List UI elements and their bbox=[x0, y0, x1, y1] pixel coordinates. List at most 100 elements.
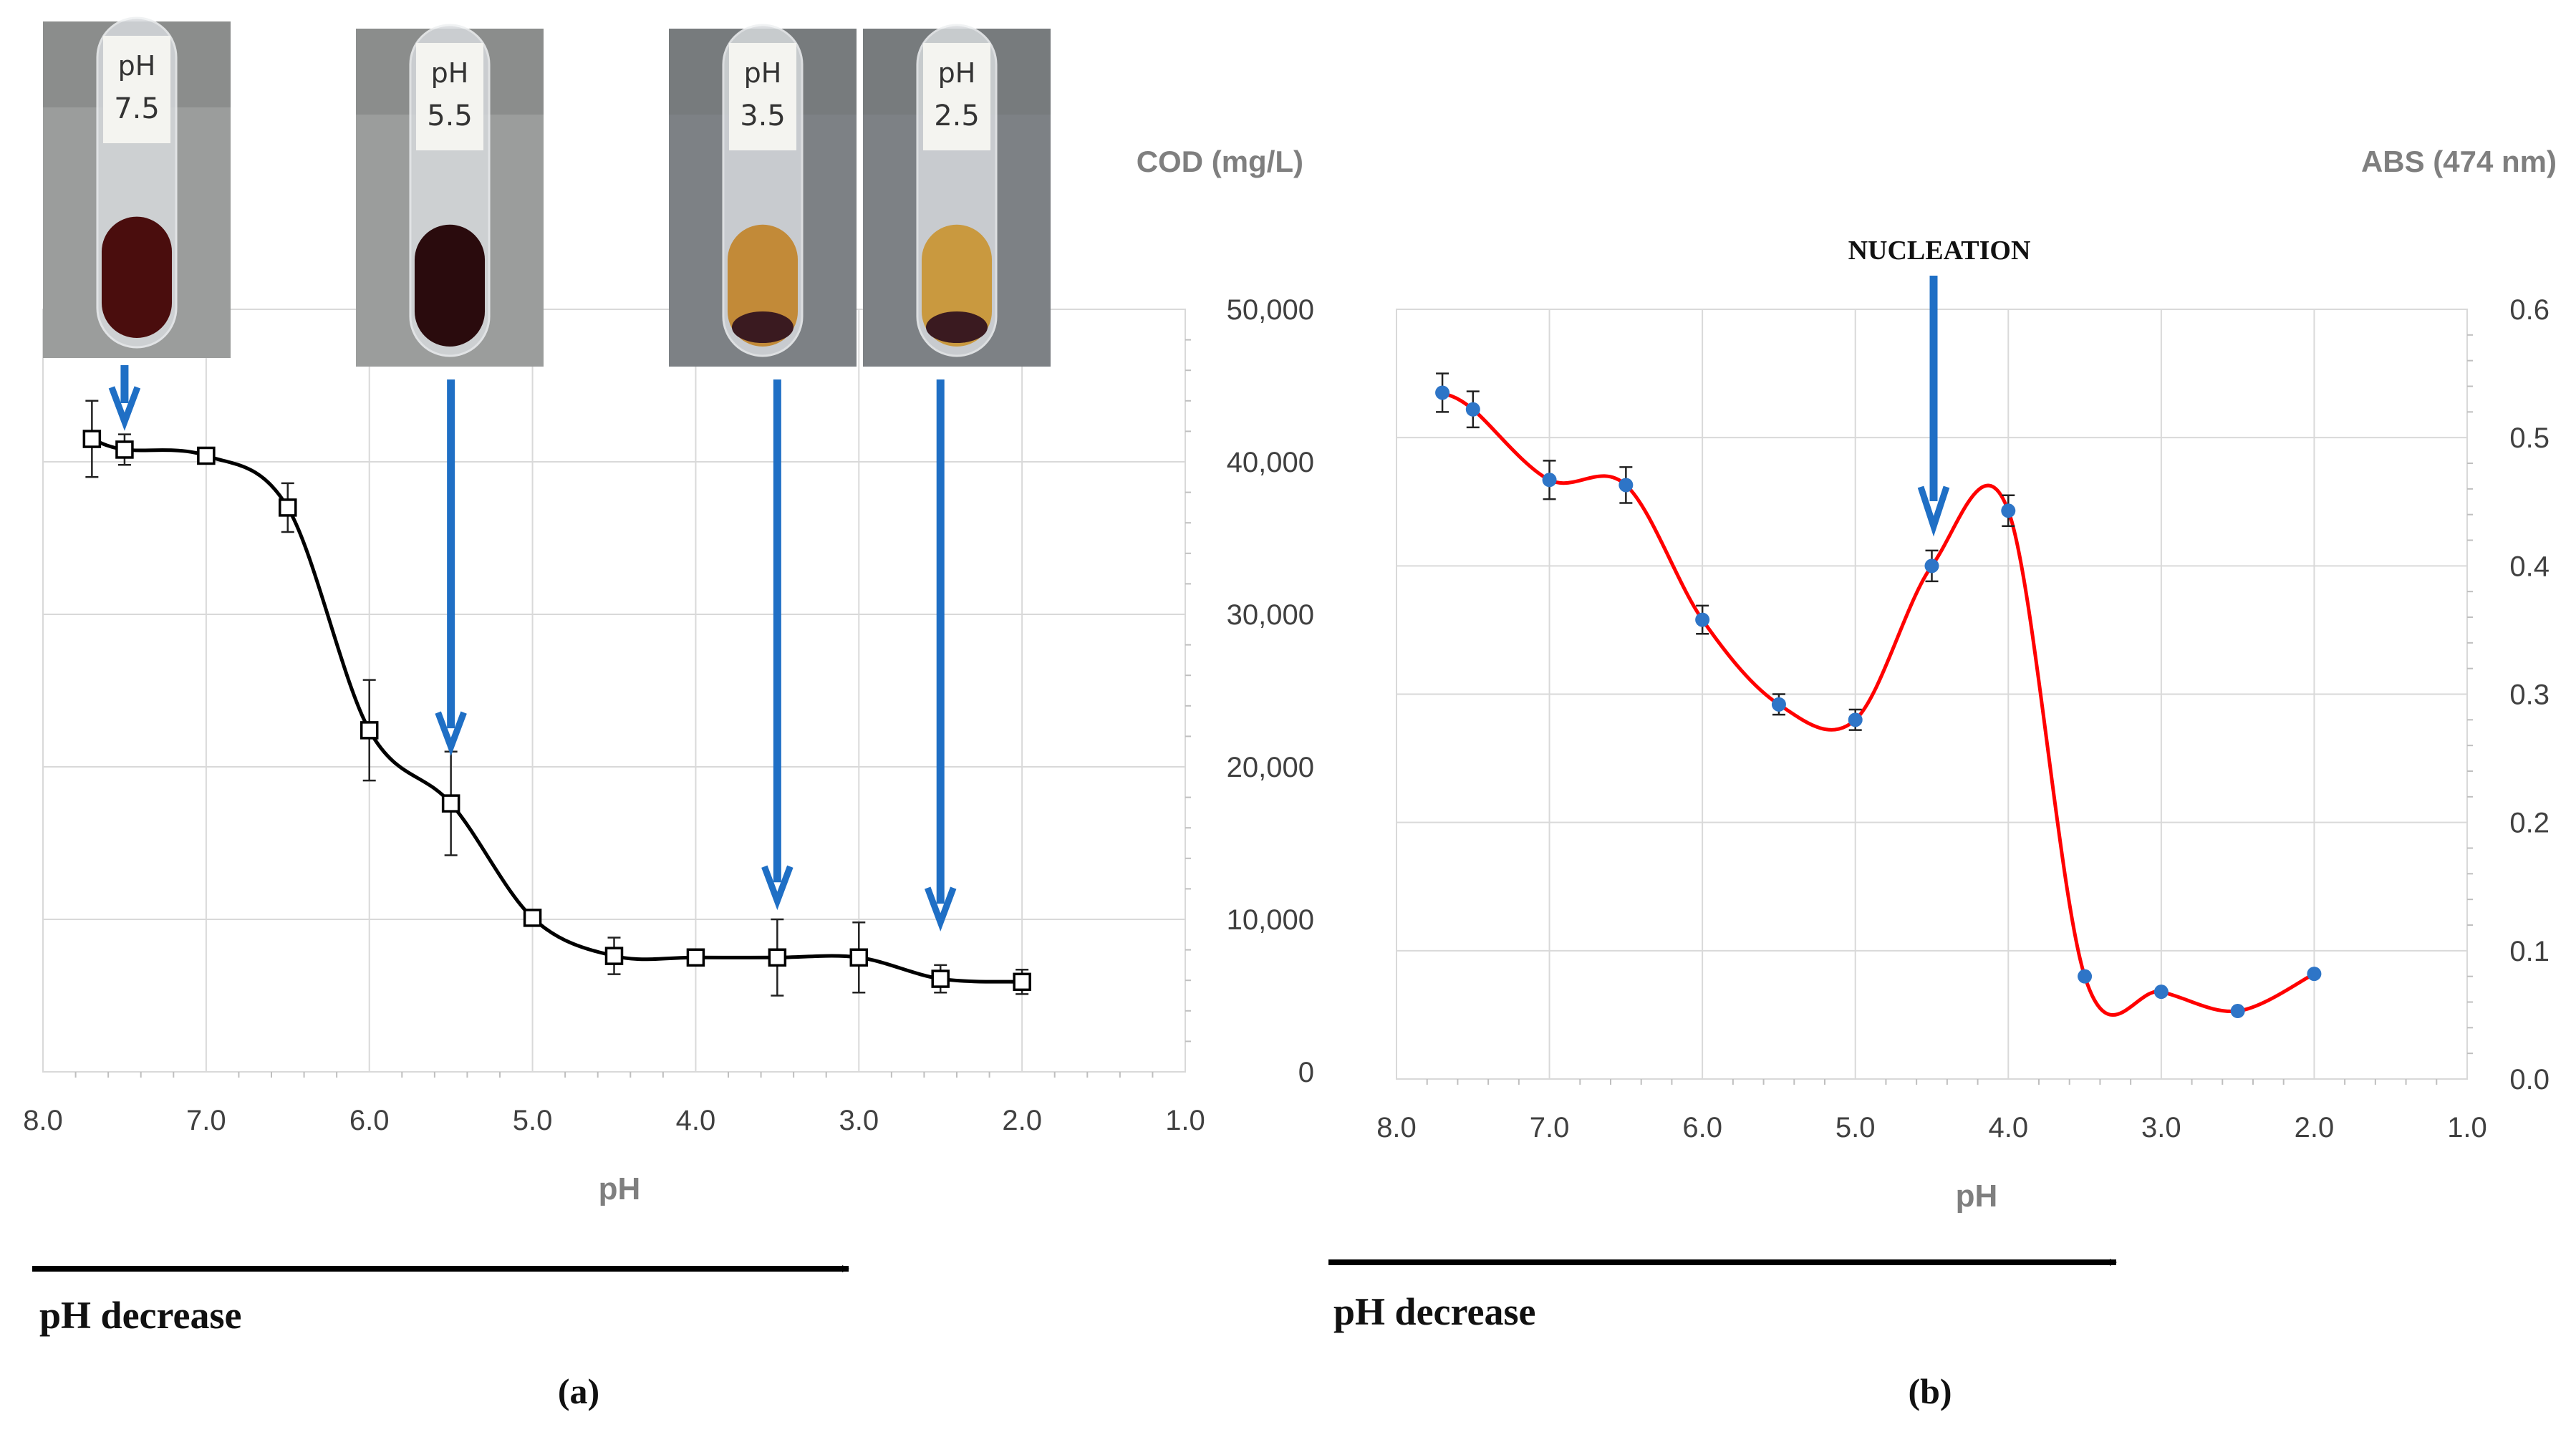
y-tick-label: 10,000 bbox=[1227, 904, 1314, 936]
data-point bbox=[849, 948, 869, 967]
data-point bbox=[686, 948, 705, 967]
ph-decrease-label-a: pH decrease bbox=[39, 1294, 241, 1337]
y-tick-label: 0.4 bbox=[2509, 551, 2550, 582]
x-tick-label: 3.0 bbox=[839, 1105, 879, 1136]
tube-label bbox=[922, 43, 991, 150]
nucleation-label: NUCLEATION bbox=[1848, 236, 2031, 266]
tube-label-text: 7.5 bbox=[114, 92, 160, 125]
data-point bbox=[279, 498, 297, 517]
data-point bbox=[2078, 969, 2093, 984]
y-axis-title-b: ABS (474 nm) bbox=[2361, 145, 2557, 178]
series-line-a bbox=[91, 437, 1023, 984]
x-ticks-b: 8.0 7.0 6.0 5.0 4.0 3.0 2.0 1.0 bbox=[1376, 1112, 2487, 1143]
y-tick-label: 20,000 bbox=[1227, 752, 1314, 783]
ph-decrease-label-b: pH decrease bbox=[1333, 1290, 1535, 1333]
data-point bbox=[604, 947, 624, 965]
panel-label-a: (a) bbox=[558, 1371, 599, 1411]
tube-label bbox=[728, 43, 797, 150]
tube-photo: pH 2.5 bbox=[863, 24, 1051, 367]
tube-label-text: 5.5 bbox=[427, 100, 473, 132]
y-tick-label: 0.1 bbox=[2509, 936, 2550, 967]
x-tick-label: 4.0 bbox=[676, 1105, 716, 1136]
x-ticks-a: 8.0 7.0 6.0 5.0 4.0 3.0 2.0 1.0 bbox=[23, 1105, 1205, 1136]
tube-label-text: pH bbox=[431, 57, 469, 89]
data-point bbox=[82, 430, 102, 448]
x-tick-label: 6.0 bbox=[1682, 1112, 1722, 1143]
photo-arrow bbox=[761, 379, 793, 911]
y-tick-label: 0.6 bbox=[2509, 294, 2550, 326]
tube-label-text: pH bbox=[938, 57, 976, 89]
precipitate bbox=[925, 311, 988, 343]
data-point bbox=[1771, 697, 1786, 712]
data-point bbox=[523, 909, 542, 927]
data-point bbox=[768, 948, 787, 967]
y-ticks-b: 0.0 0.1 0.2 0.3 0.4 0.5 0.6 bbox=[2509, 294, 2550, 1095]
x-tick-label: 2.0 bbox=[1002, 1105, 1042, 1136]
data-point bbox=[1435, 385, 1450, 400]
photo-arrows bbox=[108, 365, 957, 932]
data-points-a bbox=[82, 430, 1031, 992]
data-point bbox=[2001, 503, 2016, 518]
data-point bbox=[2153, 984, 2169, 1000]
tube-label bbox=[415, 43, 484, 150]
x-tick-label: 4.0 bbox=[1988, 1112, 2028, 1143]
y-tick-label: 50,000 bbox=[1227, 294, 1314, 326]
data-point bbox=[1013, 972, 1031, 992]
tube-label-text: pH bbox=[118, 50, 156, 82]
data-point bbox=[197, 446, 216, 465]
tube-label-text: 2.5 bbox=[934, 100, 980, 132]
tube-photo: pH 5.5 bbox=[356, 24, 544, 367]
precipitate bbox=[731, 311, 794, 343]
x-tick-label: 1.0 bbox=[2447, 1112, 2487, 1143]
y-ticks-a: 0 10,000 20,000 30,000 40,000 50,000 bbox=[1227, 294, 1314, 1088]
tube-photos: pH 7.5 pH 5.5 pH 3.5 pH 2.5 bbox=[43, 16, 1051, 367]
tube-label-text: 3.5 bbox=[740, 100, 786, 132]
x-tick-label: 7.0 bbox=[1530, 1112, 1570, 1143]
x-tick-label: 1.0 bbox=[1165, 1105, 1205, 1136]
tube-label bbox=[102, 36, 171, 143]
x-tick-label: 7.0 bbox=[186, 1105, 226, 1136]
data-point bbox=[360, 721, 379, 740]
photo-arrow bbox=[435, 379, 467, 756]
data-point bbox=[441, 794, 460, 813]
data-point bbox=[1695, 612, 1710, 627]
y-tick-label: 0.5 bbox=[2509, 422, 2550, 454]
data-point bbox=[2307, 967, 2322, 982]
panel-b: 8.0 7.0 6.0 5.0 4.0 3.0 2.0 1.0 0.0 0.1 0.2 0.3 0.4… bbox=[1328, 145, 2557, 1411]
x-axis-title-b: pH bbox=[1956, 1179, 1998, 1214]
data-point bbox=[1924, 558, 1939, 574]
y-tick-label: 40,000 bbox=[1227, 447, 1314, 478]
y-tick-label: 30,000 bbox=[1227, 599, 1314, 631]
tube-photo: pH 3.5 bbox=[669, 24, 857, 367]
x-axis-title-a: pH bbox=[599, 1171, 641, 1206]
plot-area-a bbox=[42, 309, 1186, 1073]
x-tick-label: 2.0 bbox=[2295, 1112, 2335, 1143]
x-tick-label: 8.0 bbox=[1376, 1112, 1417, 1143]
panel-a: 8.0 7.0 6.0 5.0 4.0 3.0 2.0 1.0 0 10,000 20,000 30… bbox=[23, 16, 1314, 1411]
data-point bbox=[115, 440, 134, 459]
tube-photo: pH 7.5 bbox=[43, 16, 231, 358]
nucleation-arrow bbox=[1917, 276, 1950, 537]
data-point bbox=[1465, 402, 1480, 417]
y-tick-label: 0 bbox=[1298, 1057, 1314, 1088]
grid-b bbox=[1396, 309, 2473, 1085]
y-axis-title-a: COD (mg/L) bbox=[1137, 145, 1303, 178]
panel-label-b: (b) bbox=[1908, 1371, 1952, 1411]
x-tick-label: 6.0 bbox=[349, 1105, 390, 1136]
data-points-b bbox=[1435, 385, 2322, 1019]
data-point bbox=[1848, 712, 1863, 727]
x-tick-label: 8.0 bbox=[23, 1105, 63, 1136]
photo-arrow bbox=[108, 365, 141, 431]
y-tick-label: 0.0 bbox=[2509, 1064, 2550, 1095]
y-tick-label: 0.2 bbox=[2509, 808, 2550, 839]
data-point bbox=[2230, 1004, 2245, 1019]
data-point bbox=[1542, 473, 1557, 488]
x-tick-label: 5.0 bbox=[513, 1105, 553, 1136]
x-tick-label: 3.0 bbox=[2141, 1112, 2181, 1143]
tube-liquid bbox=[101, 216, 173, 338]
x-tick-label: 5.0 bbox=[1835, 1112, 1876, 1143]
y-tick-label: 0.3 bbox=[2509, 679, 2550, 711]
error-bars-a bbox=[85, 400, 1029, 997]
data-point bbox=[931, 969, 950, 988]
